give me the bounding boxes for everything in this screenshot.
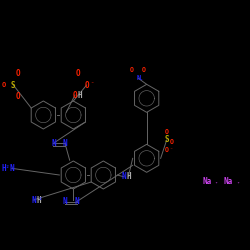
Text: S: S [11,80,16,90]
Text: ⁺: ⁺ [236,180,239,185]
Text: N: N [9,164,14,173]
Text: S: S [164,136,169,144]
Text: O: O [73,90,77,100]
Text: Na: Na [224,177,233,186]
Text: H: H [36,196,41,204]
Text: ⁻: ⁻ [169,148,172,152]
Text: ⁺: ⁺ [140,78,143,82]
Text: O: O [165,129,169,135]
Text: Na: Na [202,177,211,186]
Text: H: H [1,164,6,173]
Text: O: O [84,80,89,90]
Text: H: H [126,172,131,181]
Text: O: O [170,139,174,145]
Text: O: O [16,92,21,101]
Text: H: H [78,90,82,100]
Text: ₂: ₂ [38,196,42,201]
Text: ₂: ₂ [6,164,9,169]
Text: N: N [74,197,79,206]
Text: N: N [31,196,36,204]
Text: N: N [51,139,56,148]
Text: O: O [1,82,5,88]
Text: ⁻: ⁻ [90,82,93,87]
Text: O: O [16,69,21,78]
Text: ⁺: ⁺ [214,180,218,185]
Text: O: O [165,147,169,153]
Text: O: O [141,67,145,73]
Text: O: O [130,67,134,73]
Text: N: N [63,139,67,148]
Text: O: O [76,69,81,78]
Text: N: N [136,75,140,81]
Text: N: N [121,172,126,181]
Text: N: N [63,197,67,206]
